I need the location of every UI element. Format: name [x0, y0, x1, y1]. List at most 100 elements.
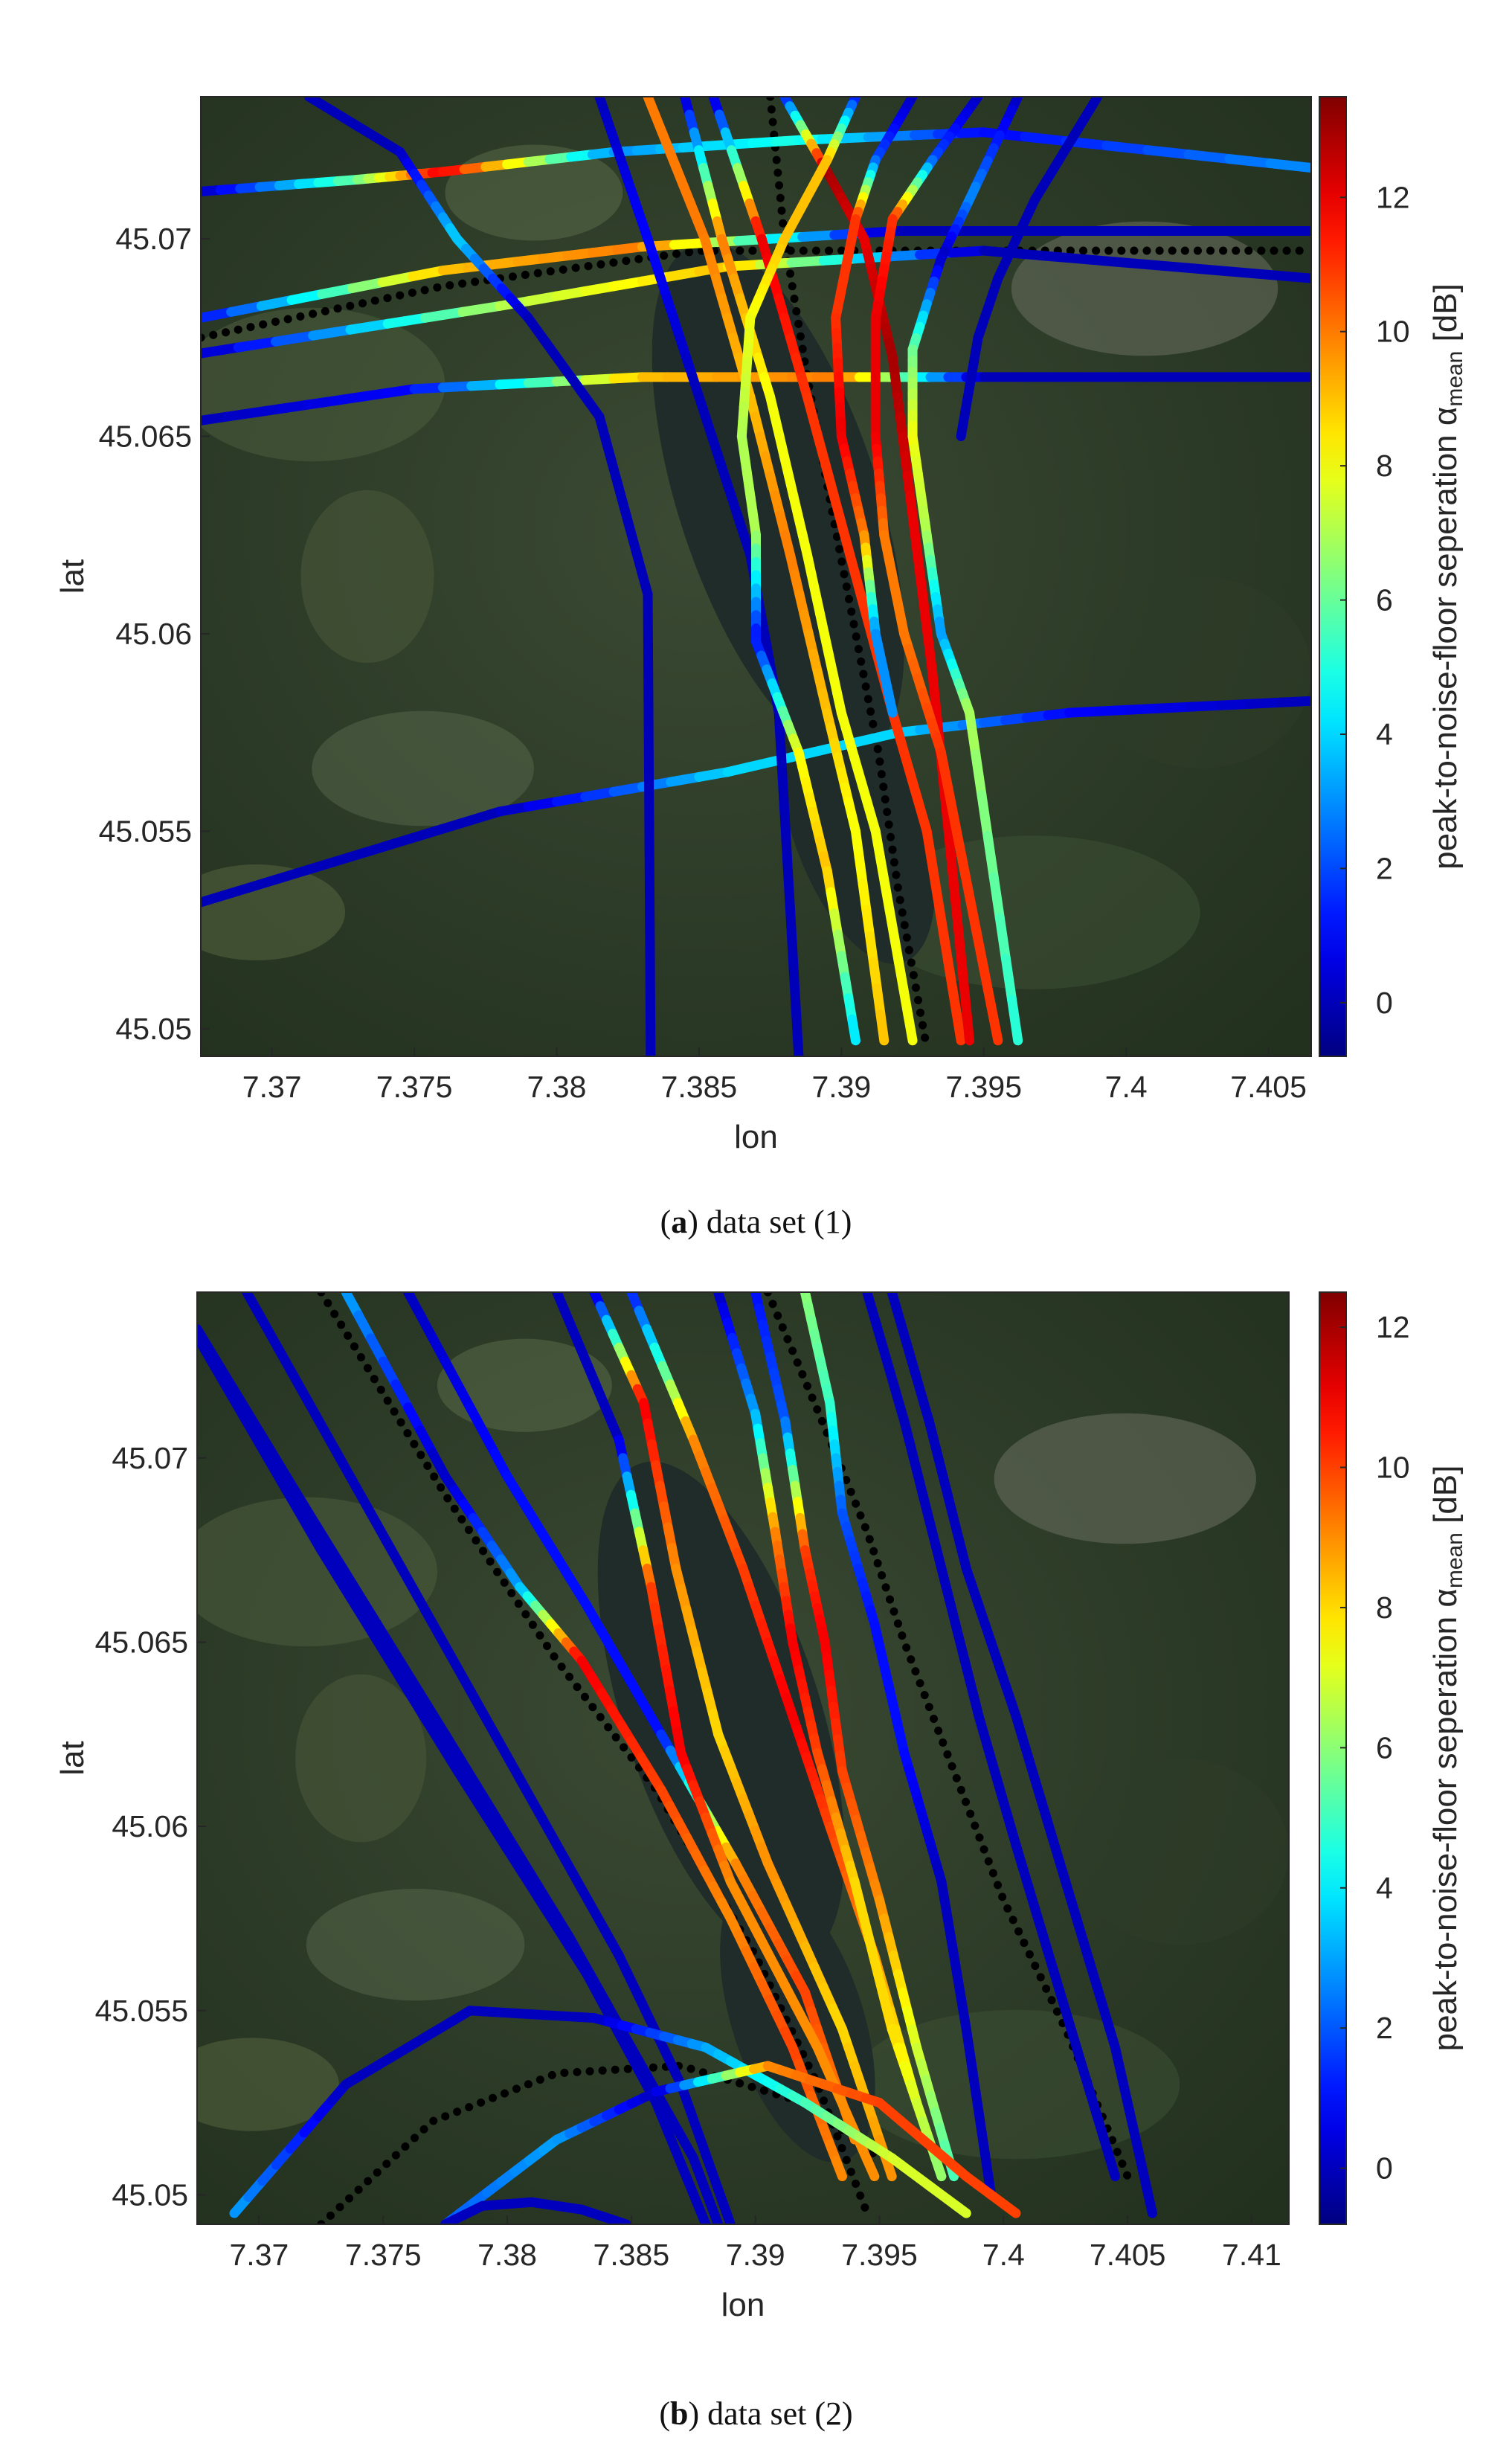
track-segment: [321, 1535, 348, 1573]
track-segment: [402, 1683, 428, 1721]
track-10: [779, 97, 975, 1046]
track-3: [341, 1292, 847, 2182]
track-segment: [1275, 696, 1311, 707]
track-segment: [469, 1791, 495, 1827]
track-segment: [1185, 700, 1226, 712]
track-segment: [459, 1674, 485, 1712]
track-segment: [201, 342, 243, 359]
track-5: [303, 97, 656, 1056]
terrain-patch: [1089, 577, 1311, 768]
track-segment: [197, 1331, 218, 1368]
track-segment: [338, 1563, 365, 1602]
x-tick-label-4: 7.39: [811, 1070, 871, 1104]
track-segment: [903, 1009, 918, 1046]
track-segment: [784, 879, 797, 933]
track-9: [750, 1292, 959, 2182]
x-axis-label: lon: [734, 1119, 778, 1155]
figure-a: 7.37 7.375 7.38 7.385 7.39 7.395 7.4 7.405 45.05…: [54, 96, 1467, 1240]
colorbar-label-unit: [dB]: [1427, 283, 1464, 351]
track-segment: [1104, 2151, 1120, 2182]
track-segment: [1005, 2203, 1021, 2218]
track-segment: [1183, 263, 1235, 277]
track-segment: [943, 783, 960, 829]
track-segment: [486, 1805, 512, 1841]
x-tick-label-7: 7.405: [1230, 1070, 1307, 1104]
axes-box: [196, 1291, 1290, 2225]
track-segment: [408, 266, 448, 282]
track-segment: [979, 963, 996, 1009]
track-segment: [1155, 702, 1195, 713]
track-1: [197, 1331, 711, 2224]
caption-b: (b) data set (2): [659, 2395, 853, 2432]
track-segment: [412, 1591, 438, 1629]
track-segment: [201, 886, 243, 908]
track-segment: [927, 668, 942, 725]
track-segment: [285, 1492, 311, 1529]
track-segment: [994, 913, 1011, 964]
track-segment: [233, 336, 280, 353]
terrain-patch: [994, 1413, 1256, 1544]
track-segment: [565, 1943, 592, 1979]
track-segment: [372, 1619, 399, 1657]
track-segment: [317, 283, 357, 299]
track-segment: [598, 1922, 624, 1960]
colorbar-tick-label-4: 8: [1376, 1590, 1393, 1625]
y-tick-label-2: 45.06: [115, 617, 192, 651]
track-segment: [936, 747, 953, 794]
y-tick-label-1: 45.055: [95, 1994, 188, 2028]
track-segment: [389, 1646, 416, 1684]
track-segment: [883, 249, 925, 262]
x-tick-label-3: 7.385: [593, 2238, 670, 2272]
track-segment: [308, 852, 356, 873]
colorbar-tick-label-5: 10: [1376, 315, 1410, 349]
x-tick-label-0: 7.37: [230, 2238, 289, 2272]
track-15: [956, 97, 1103, 442]
track-segment: [316, 1545, 344, 1583]
track-segment: [418, 1711, 445, 1749]
track-segment: [971, 927, 989, 974]
track-segment: [457, 301, 505, 317]
axes-box: [200, 96, 1312, 1057]
track-segment: [1142, 260, 1194, 273]
track-segment: [1000, 954, 1017, 1005]
track-segment: [952, 2201, 971, 2218]
track-segment: [419, 306, 468, 323]
colorbar-tick-label-0: 0: [1376, 986, 1393, 1020]
track-segment: [1142, 145, 1194, 160]
x-tick-label-1: 7.375: [345, 2238, 422, 2272]
colorbar-label: peak-to-noise-floor seperation αmean [dB…: [1427, 1466, 1467, 2052]
track-segment: [695, 2204, 711, 2224]
track-segment: [233, 874, 280, 896]
track-14: [440, 2061, 1021, 2224]
track-segment: [791, 1008, 804, 1056]
track-segment: [419, 818, 468, 839]
x-tick-label-2: 7.38: [477, 2238, 537, 2272]
track-segment: [1101, 256, 1153, 270]
track-segment: [303, 1508, 331, 1546]
track-segment: [657, 2098, 683, 2136]
track-segment: [781, 836, 794, 890]
track-segment: [396, 1563, 422, 1602]
colorbar: [1319, 96, 1347, 1057]
track-segment: [443, 1646, 469, 1684]
track-segment: [502, 1831, 528, 1866]
track-segment: [1094, 704, 1135, 716]
track-segment: [786, 922, 799, 976]
x-tick-label-8: 7.41: [1222, 2238, 1281, 2272]
track-segment: [242, 1292, 268, 1325]
track-segment: [350, 1600, 378, 1638]
track-14: [907, 97, 1023, 1046]
track-segment: [355, 1591, 382, 1629]
track-segment: [549, 1918, 576, 1954]
terrain-patch: [295, 1674, 427, 1843]
track-segment: [208, 1358, 234, 1395]
chart-b: 7.37 7.375 7.38 7.385 7.39 7.395 7.4 7.405 7.41 4…: [54, 1291, 1467, 2323]
track-segment: [959, 989, 975, 1046]
track-segment: [1064, 706, 1104, 718]
track-segment: [303, 1398, 329, 1436]
terrain-patch: [201, 307, 445, 462]
track-segment: [428, 1619, 454, 1657]
colorbar-tick-label-4: 8: [1376, 449, 1393, 483]
track-segment: [1101, 141, 1153, 155]
colorbar-label: peak-to-noise-floor seperation αmean [dB…: [1427, 283, 1467, 870]
